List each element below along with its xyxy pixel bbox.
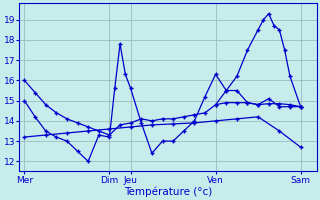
X-axis label: Température (°c): Température (°c): [124, 186, 212, 197]
